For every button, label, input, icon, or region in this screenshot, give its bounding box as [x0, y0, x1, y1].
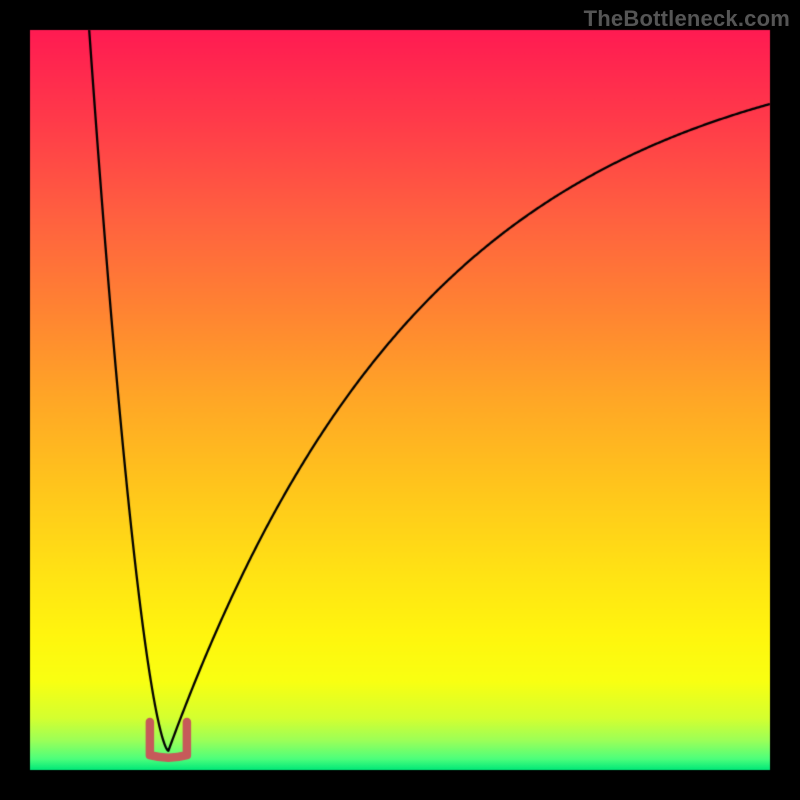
watermark-text: TheBottleneck.com [584, 6, 790, 32]
figure-container: TheBottleneck.com [0, 0, 800, 800]
bottleneck-curve-canvas [0, 0, 800, 800]
